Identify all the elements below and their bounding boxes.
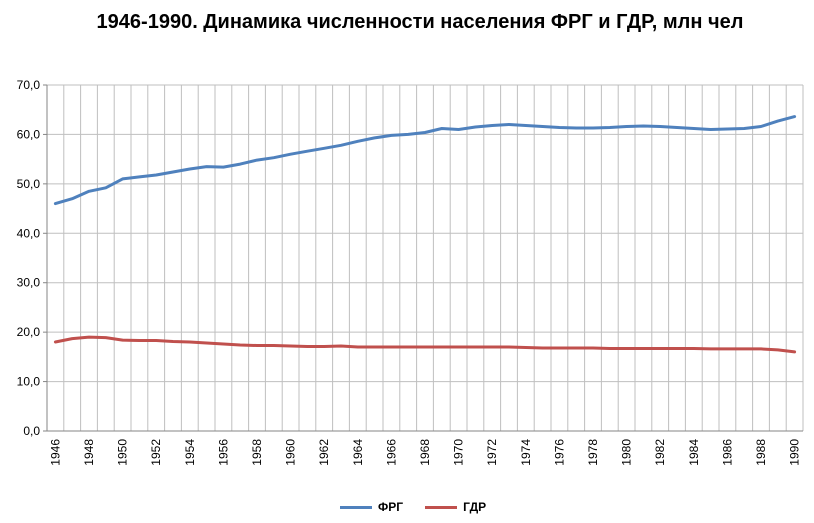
x-tick-label: 1966 bbox=[384, 439, 398, 466]
x-tick-label: 1968 bbox=[418, 439, 432, 466]
legend-swatch-gdr bbox=[425, 505, 458, 509]
x-tick-label: 1952 bbox=[149, 439, 163, 466]
x-tick-label: 1972 bbox=[485, 439, 499, 466]
x-tick-label: 1986 bbox=[720, 439, 734, 466]
x-tick-label: 1970 bbox=[452, 439, 466, 466]
series-line-gdr bbox=[53, 335, 797, 354]
x-tick-label: 1960 bbox=[284, 439, 298, 466]
x-tick-label: 1974 bbox=[519, 439, 533, 466]
x-tick-label: 1948 bbox=[82, 439, 96, 466]
x-tick-label: 1964 bbox=[351, 439, 365, 466]
x-tick-label: 1982 bbox=[653, 439, 667, 466]
legend: ФРГ ГДР bbox=[340, 497, 486, 517]
legend-item-gdr[interactable]: ГДР bbox=[425, 500, 486, 514]
grid bbox=[46, 84, 804, 432]
x-tick-label: 1950 bbox=[116, 439, 130, 466]
y-tick-label: 0,0 bbox=[23, 424, 40, 438]
x-tick-label: 1954 bbox=[183, 439, 197, 466]
x-tick-label: 1980 bbox=[620, 439, 634, 466]
x-tick-label: 1990 bbox=[788, 439, 802, 466]
x-tick-label: 1978 bbox=[586, 439, 600, 466]
y-tick-labels: 0,0 10,0 20,0 30,0 40,0 50,0 60,0 70,0 bbox=[17, 78, 41, 438]
y-tick-label: 70,0 bbox=[17, 78, 41, 92]
legend-label-gdr: ГДР bbox=[463, 500, 487, 514]
chart-title: 1946-1990. Динамика численности населени… bbox=[96, 11, 744, 33]
legend-item-frg[interactable]: ФРГ bbox=[340, 500, 403, 514]
y-tick-label: 40,0 bbox=[17, 226, 41, 240]
x-tick-label: 1962 bbox=[317, 439, 331, 466]
x-tick-labels: 1946 1948 1950 1952 1954 1956 1958 1960 1962 1964… bbox=[48, 439, 801, 466]
series-line-frg bbox=[53, 115, 797, 206]
x-tick-label: 1976 bbox=[552, 439, 566, 466]
y-tick-label: 60,0 bbox=[17, 127, 41, 141]
x-tick-label: 1984 bbox=[687, 439, 701, 466]
x-tick-label: 1988 bbox=[754, 439, 768, 466]
x-tick-label: 1958 bbox=[250, 439, 264, 466]
legend-label-frg: ФРГ bbox=[378, 500, 404, 514]
y-tick-label: 50,0 bbox=[17, 177, 41, 191]
x-tick-label: 1946 bbox=[48, 439, 62, 466]
axes bbox=[43, 84, 803, 432]
y-tick-label: 20,0 bbox=[17, 325, 41, 339]
y-tick-label: 30,0 bbox=[17, 276, 41, 290]
y-tick-label: 10,0 bbox=[17, 375, 41, 389]
x-tick-label: 1956 bbox=[216, 439, 230, 466]
series-lines bbox=[53, 115, 797, 354]
legend-swatch-frg bbox=[340, 505, 372, 509]
